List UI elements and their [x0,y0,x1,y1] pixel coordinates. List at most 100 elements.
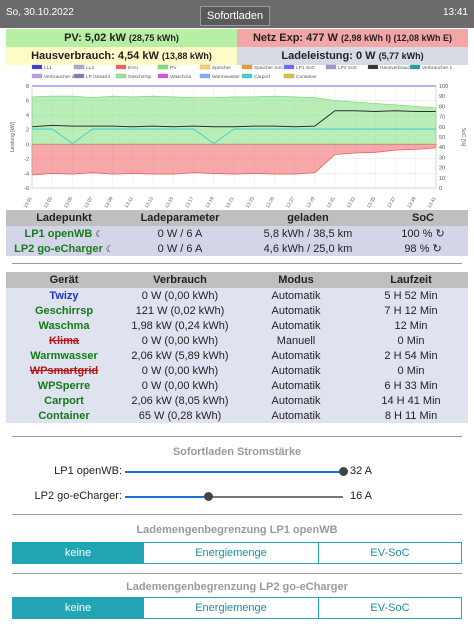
device-laufzeit: 5 H 52 Min [354,288,468,303]
ladepunkt-row[interactable]: LP2 go-eCharger ☾ 0 W / 6 A 4,6 kWh / 25… [6,241,468,256]
col-geladen: geladen [238,210,378,226]
device-row[interactable]: Waschma 1,98 kW (0,24 kWh) Automatik 12 Min [6,318,468,333]
refresh-icon[interactable]: ↻ [432,243,442,255]
x-tick-label: 13:13 [144,196,155,208]
device-row[interactable]: Geschirrsp 121 W (0,02 kWh) Automatik 7 H 1… [6,303,468,318]
power-chart: LL1 LL2 EVU PV Speicher Speicher SoC LP1 SoC LP… [6,64,468,209]
device-name[interactable]: WPsmartgrid [6,363,122,378]
device-name[interactable]: Container [6,408,122,423]
device-row[interactable]: Twizy 0 W (0,00 kWh) Automatik 5 H 52 Min [6,288,468,303]
device-modus[interactable]: Manuell [238,333,354,348]
lp1-keine-button[interactable]: keine [13,543,143,563]
x-tick-label: 13:01 [23,196,34,208]
y-tick-label-left: -2 [24,157,29,163]
ladeleistung: Ladeleistung: 0 W (5,77 kWh) [237,47,468,65]
device-laufzeit: 7 H 12 Min [354,303,468,318]
divider [12,514,462,515]
divider [12,573,462,574]
device-modus[interactable]: Automatik [238,408,354,423]
legend-label: Speicher SoC [254,65,284,71]
lp1-ev-soc-button[interactable]: EV-SoC [318,543,461,563]
legend-swatch [283,73,295,79]
lp2-current-slider[interactable]: LP2 go-eCharger: 16 A [0,489,474,505]
lp2-energiemenge-button[interactable]: Energiemenge [143,598,318,618]
divider [12,436,462,437]
x-tick-label: 13:37 [386,196,397,208]
geraete-table: Gerät Verbrauch Modus Laufzeit Twizy 0 W … [6,272,468,423]
lp1-energiemenge-button[interactable]: Energiemenge [143,543,318,563]
device-row[interactable]: Warmwasser 2,06 kW (5,89 kWh) Automatik 2 H… [6,348,468,363]
begrenzung-lp2-title: Lademengenbegrenzung LP2 go-eCharger [126,581,348,593]
col-modus: Modus [238,272,354,288]
device-name[interactable]: Klima [6,333,122,348]
y-tick-label-left: 0 [26,142,29,148]
device-modus[interactable]: Automatik [238,303,354,318]
device-verbrauch: 65 W (0,28 kWh) [122,408,238,423]
device-modus[interactable]: Automatik [238,378,354,393]
legend-label: PV [170,65,177,71]
lp1-current-slider[interactable]: LP1 openWB: 32 A [0,464,474,480]
mode-title-button[interactable]: Sofortladen [200,6,270,26]
slider-track[interactable] [125,467,348,476]
device-name[interactable]: Warmwasser [6,348,122,363]
device-row[interactable]: Container 65 W (0,28 kWh) Automatik 8 H 11 … [6,408,468,423]
legend-swatch [241,64,253,70]
lp-param: 0 W / 6 A [122,241,238,256]
legend-label: LL1 [44,65,52,71]
begrenzung-lp1-group: keine Energiemenge EV-SoC [12,542,462,564]
slider-knob[interactable] [204,492,213,501]
x-tick-label: 13:31 [326,196,337,208]
device-modus[interactable]: Automatik [238,288,354,303]
slider-label: LP2 go-eCharger: [34,490,122,502]
y-tick-label-right: 40 [439,145,445,151]
lp2-ev-soc-button[interactable]: EV-SoC [318,598,461,618]
legend-swatch [409,64,421,70]
legend-swatch [367,64,379,70]
device-name[interactable]: Carport [6,393,122,408]
device-laufzeit: 0 Min [354,333,468,348]
summary-row-1: PV: 5,02 kW (28,75 kWh) Netz Exp: 477 W … [6,29,468,47]
lp2-keine-button[interactable]: keine [13,598,143,618]
series-area-evu [31,143,437,176]
legend-label: LP2 SoC [338,65,358,71]
slider-track[interactable] [125,492,343,501]
legend-label: Hausverbrauch [380,65,413,71]
sofortladen-title: Sofortladen Stromstärke [172,446,302,458]
legend-swatch [157,64,169,70]
device-verbrauch: 2,06 kW (5,89 kWh) [122,348,238,363]
legend-swatch [283,64,295,70]
device-name[interactable]: Waschma [6,318,122,333]
moon-icon: ☾ [95,228,104,239]
col-verbrauch: Verbrauch [122,272,238,288]
slider-knob[interactable] [339,467,348,476]
device-name[interactable]: Geschirrsp [6,303,122,318]
device-modus[interactable]: Automatik [238,348,354,363]
col-ladepunkt: Ladepunkt [6,210,122,226]
ladepunkt-row[interactable]: LP1 openWB ☾ 0 W / 6 A 5,8 kWh / 38,5 km… [6,226,468,241]
device-name[interactable]: Twizy [6,288,122,303]
slider-fill [125,471,343,473]
lp-soc: 98 % ↻ [378,241,468,256]
device-row[interactable]: WPSperre 0 W (0,00 kWh) Automatik 6 H 33 Mi… [6,378,468,393]
device-row[interactable]: Klima 0 W (0,00 kWh) Manuell 0 Min [6,333,468,348]
power-chart-svg: LL1 LL2 EVU PV Speicher Speicher SoC LP1 SoC LP… [10,64,466,209]
y-tick-label-right: 70 [439,115,445,121]
refresh-icon[interactable]: ↻ [435,228,445,240]
x-tick-label: 13:39 [406,196,417,208]
y-tick-label-right: 60 [439,125,445,131]
device-row[interactable]: Carport 2,06 kW (8,05 kWh) Automatik 14 H 4… [6,393,468,408]
device-row[interactable]: WPsmartgrid 0 W (0,00 kWh) Automatik 0 Min [6,363,468,378]
device-laufzeit: 14 H 41 Min [354,393,468,408]
device-name[interactable]: WPSperre [6,378,122,393]
col-ladeparameter: Ladeparameter [122,210,238,226]
x-tick-label: 13:29 [305,196,316,208]
slider-value: 32 A [350,465,373,477]
begrenzung-lp2-group: keine Energiemenge EV-SoC [12,597,462,619]
lp-name[interactable]: LP1 openWB ☾ [6,226,122,241]
x-tick-label: 13:07 [83,196,94,208]
lp-name[interactable]: LP2 go-eCharger ☾ [6,241,122,256]
device-modus[interactable]: Automatik [238,318,354,333]
device-modus[interactable]: Automatik [238,393,354,408]
x-tick-label: 13:21 [225,196,236,208]
device-modus[interactable]: Automatik [238,363,354,378]
